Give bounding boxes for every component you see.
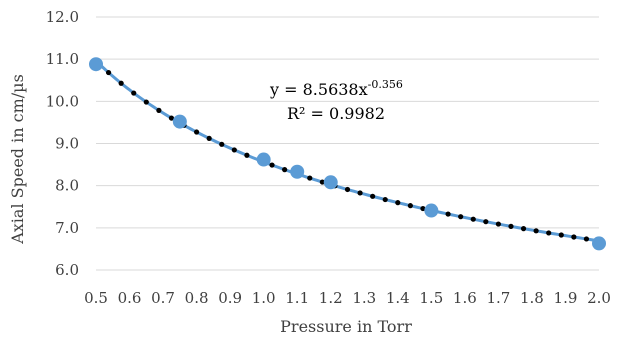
x-tick-label: 1.1 — [285, 289, 309, 307]
x-tick-label: 1.5 — [419, 289, 443, 307]
trendline-dot — [357, 190, 363, 196]
data-point — [424, 203, 439, 218]
trendline-dot — [118, 80, 124, 86]
x-tick-label: 0.9 — [218, 289, 242, 307]
trendline-dot — [420, 205, 426, 212]
x-tick-label: 0.5 — [84, 289, 108, 307]
trendline-dot — [219, 141, 225, 147]
trendline-dot — [395, 200, 401, 206]
x-tick-label: 1.9 — [554, 289, 578, 307]
data-points — [89, 57, 606, 251]
y-tick-labels: 6.0 7.0 8.0 9.0 10.0 11.0 12.0 — [46, 8, 79, 279]
trendline-dot — [583, 236, 590, 242]
x-tick-label: 2.0 — [587, 289, 611, 307]
x-tick-label: 1.2 — [319, 289, 343, 307]
trendline-dot — [244, 152, 250, 158]
trendline-dot — [319, 179, 325, 185]
trendline-dot — [370, 193, 376, 199]
y-tick-label: 12.0 — [46, 8, 79, 26]
data-point — [89, 57, 103, 72]
trendline-dot — [533, 228, 539, 234]
trendline-dot — [131, 90, 137, 96]
y-tick-label: 10.0 — [46, 92, 79, 110]
y-tick-label: 8.0 — [55, 177, 79, 195]
trendline-dot — [508, 223, 514, 229]
trendline-dot — [168, 115, 175, 121]
x-tick-label: 1.0 — [252, 289, 276, 307]
trendline-dot — [194, 129, 200, 135]
trendline-dot — [571, 234, 577, 240]
trendline-dot — [307, 175, 313, 181]
trendline-dot — [558, 232, 564, 238]
equation-prefix: y = 8.5638x — [269, 80, 368, 99]
x-tick-label: 0.8 — [185, 289, 209, 307]
x-tick-label: 0.6 — [118, 289, 142, 307]
gridlines — [96, 16, 599, 271]
data-point — [172, 114, 187, 129]
y-tick-label: 7.0 — [55, 219, 79, 237]
trendline-dot — [407, 203, 413, 209]
x-axis-title: Pressure in Torr — [280, 317, 412, 336]
trendline-dot — [483, 219, 489, 225]
x-tick-label: 1.4 — [386, 289, 410, 307]
x-tick-label: 1.3 — [352, 289, 376, 307]
data-point — [323, 175, 338, 190]
trendline-dot — [231, 147, 237, 153]
trendline-dot — [282, 167, 288, 173]
trendline-dot — [156, 107, 162, 113]
x-tick-labels: 0.5 0.6 0.7 0.8 0.9 1.0 1.1 1.2 1.3 1.4 1.5 1.6 1.7 1… — [84, 289, 611, 307]
trendline-equation: y = 8.5638x-0.356 — [269, 78, 403, 99]
x-tick-label: 1.7 — [486, 289, 510, 307]
trendline-dot — [520, 226, 527, 232]
y-axis-title: Axial Speed in cm/µs — [8, 74, 27, 245]
trendline-dot — [458, 214, 464, 220]
trendline-dot — [546, 230, 552, 236]
equation-exponent: -0.356 — [368, 78, 403, 91]
trendline-dot — [206, 135, 212, 141]
y-tick-label: 6.0 — [55, 261, 79, 279]
x-tick-label: 1.6 — [453, 289, 477, 307]
trendline-dot — [344, 186, 351, 193]
y-tick-label: 9.0 — [55, 135, 79, 153]
y-tick-label: 11.0 — [46, 50, 79, 68]
trendline-dot — [382, 196, 388, 203]
trendline-dot — [269, 162, 275, 168]
data-point — [592, 236, 606, 251]
data-point — [256, 152, 271, 167]
trendline-dot — [445, 211, 451, 217]
x-tick-label: 1.8 — [520, 289, 544, 307]
r-squared-label: R² = 0.9982 — [287, 104, 385, 123]
trendline-dot — [105, 69, 112, 76]
x-tick-label: 0.7 — [151, 289, 175, 307]
trendline-dot — [470, 216, 476, 222]
data-point — [290, 164, 305, 179]
trendline-dot — [495, 221, 501, 227]
trendline-dot — [143, 99, 149, 105]
